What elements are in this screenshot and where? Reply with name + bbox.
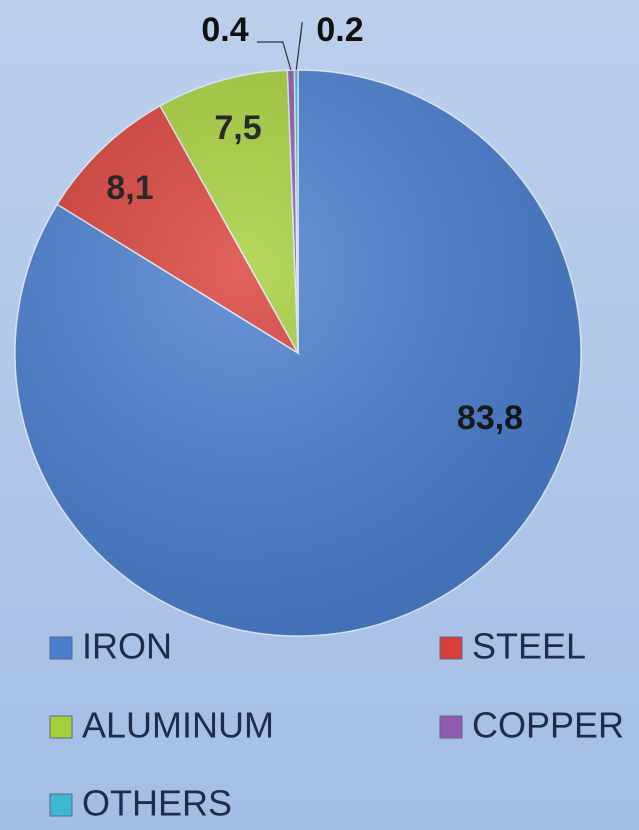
legend-swatch — [439, 715, 463, 739]
legend-swatch — [439, 636, 463, 660]
value-label: 8,1 — [106, 169, 153, 207]
leader-line — [257, 41, 292, 71]
value-label: 7,5 — [214, 109, 261, 147]
legend-swatch — [49, 715, 73, 739]
legend-label: OTHERS — [82, 783, 232, 824]
value-label: 83,8 — [457, 399, 523, 437]
leader-line — [295, 21, 303, 71]
legend-swatch — [49, 636, 73, 660]
value-label: 0.2 — [316, 11, 363, 49]
legend-label: ALUMINUM — [82, 705, 274, 746]
legend-label: IRON — [82, 626, 172, 667]
value-label: 0.4 — [201, 11, 248, 49]
legend-swatch — [49, 793, 73, 817]
legend-label: STEEL — [472, 626, 586, 667]
legend-label: COPPER — [472, 705, 624, 746]
